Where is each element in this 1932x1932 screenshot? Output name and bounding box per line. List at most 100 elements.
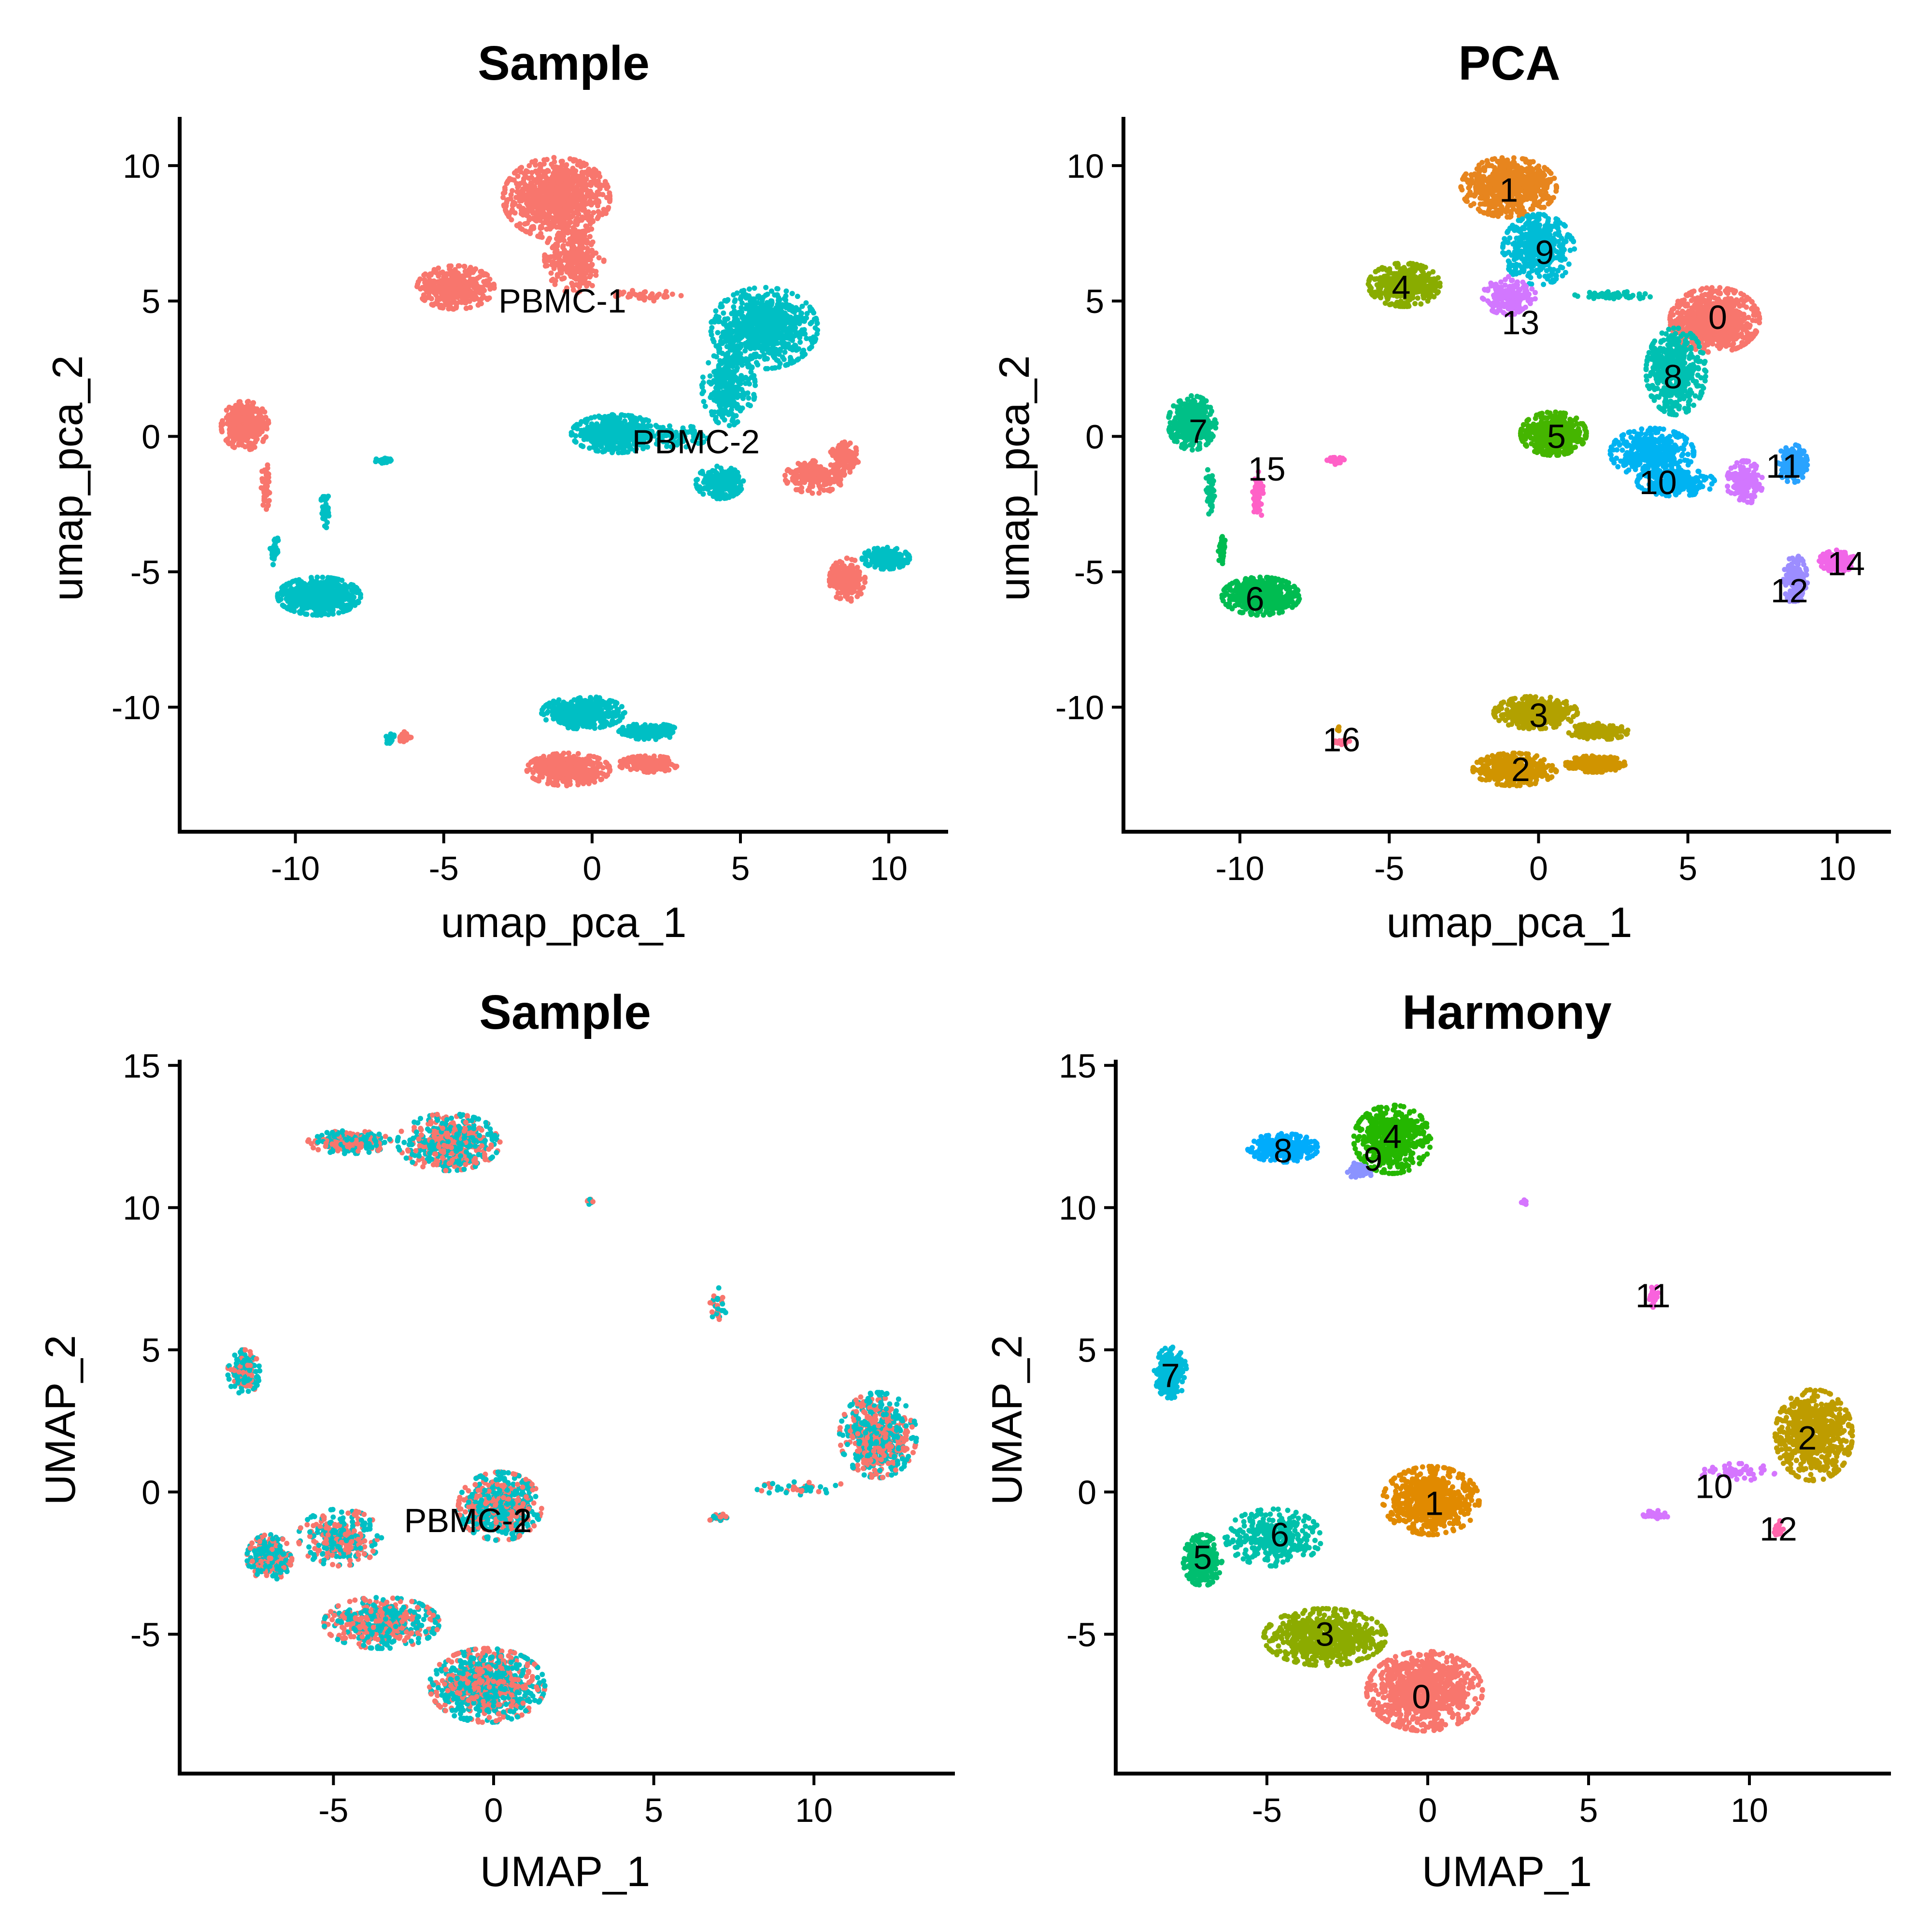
data-point	[732, 297, 738, 303]
data-point	[384, 456, 390, 462]
data-point	[577, 158, 582, 164]
data-point	[762, 355, 768, 361]
data-point	[607, 190, 612, 196]
data-point	[333, 588, 339, 594]
data-point	[791, 316, 796, 322]
data-point	[530, 225, 536, 230]
data-point	[740, 394, 746, 399]
cluster-points-PBMC-1	[500, 155, 613, 242]
cluster-points-PBMC-2	[699, 347, 758, 428]
data-point	[836, 459, 842, 465]
data-point	[751, 396, 757, 401]
data-point	[739, 374, 744, 379]
data-point	[584, 214, 590, 220]
data-point	[786, 307, 792, 313]
data-point	[765, 291, 770, 297]
data-point	[590, 239, 596, 245]
data-point	[573, 205, 579, 211]
data-point	[720, 329, 726, 335]
data-point	[816, 490, 822, 496]
data-point	[587, 234, 593, 240]
data-point	[579, 419, 584, 425]
data-point	[264, 470, 270, 476]
data-point	[355, 598, 361, 604]
data-point	[716, 314, 722, 320]
data-point	[743, 295, 749, 301]
data-point	[540, 220, 546, 226]
data-point	[467, 298, 472, 304]
data-point	[726, 357, 732, 363]
data-point	[293, 578, 299, 583]
data-point	[327, 584, 333, 590]
data-point	[527, 204, 533, 210]
data-point	[706, 379, 712, 385]
data-point	[741, 327, 747, 333]
data-point	[703, 474, 709, 480]
data-point	[595, 447, 600, 453]
data-point	[508, 196, 513, 201]
data-point	[797, 340, 803, 345]
data-point	[248, 429, 254, 435]
data-point	[308, 575, 314, 581]
data-point	[220, 421, 226, 427]
data-point	[452, 289, 457, 295]
data-point	[739, 300, 745, 306]
data-point	[802, 316, 808, 322]
data-point	[502, 203, 508, 209]
data-point	[339, 578, 345, 583]
data-point	[663, 289, 669, 295]
data-point	[735, 317, 740, 323]
data-point	[604, 437, 610, 442]
data-point	[478, 289, 483, 295]
data-point	[855, 459, 861, 465]
data-point	[323, 501, 329, 507]
data-point	[588, 272, 594, 278]
data-point	[743, 356, 749, 362]
data-point	[446, 263, 452, 269]
data-point	[605, 206, 611, 212]
data-point	[539, 204, 544, 210]
data-point	[525, 169, 530, 175]
data-point	[611, 425, 617, 431]
cluster-points-PBMC-2	[693, 463, 746, 501]
data-point	[752, 377, 757, 383]
data-point	[550, 276, 556, 282]
data-point	[553, 255, 558, 261]
data-point	[508, 192, 514, 198]
data-point	[541, 188, 547, 194]
data-point	[731, 361, 737, 367]
data-point	[340, 602, 345, 608]
data-point	[585, 425, 591, 430]
data-point	[552, 159, 557, 165]
data-point	[582, 182, 587, 188]
data-point	[544, 196, 550, 201]
data-point	[718, 482, 724, 488]
data-point	[722, 376, 728, 382]
data-point	[723, 398, 728, 404]
data-point	[564, 221, 569, 227]
data-point	[579, 242, 585, 247]
data-point	[434, 284, 440, 290]
data-point	[732, 338, 738, 343]
data-point	[833, 469, 839, 474]
data-point	[596, 183, 601, 188]
data-point	[661, 294, 667, 299]
data-point	[724, 298, 730, 303]
data-point	[443, 285, 449, 291]
data-point	[320, 574, 326, 580]
data-point	[777, 316, 783, 322]
data-point	[716, 389, 722, 395]
data-point	[578, 173, 583, 179]
cluster-points-PBMC-2	[267, 535, 281, 568]
data-point	[560, 244, 566, 250]
data-point	[720, 493, 725, 498]
data-point	[478, 301, 484, 307]
data-point	[642, 295, 648, 300]
data-point	[471, 291, 477, 297]
data-point	[600, 192, 606, 198]
data-point	[748, 365, 754, 371]
data-point	[320, 512, 326, 518]
data-point	[825, 487, 831, 493]
data-point	[701, 398, 707, 404]
data-point	[592, 173, 598, 179]
